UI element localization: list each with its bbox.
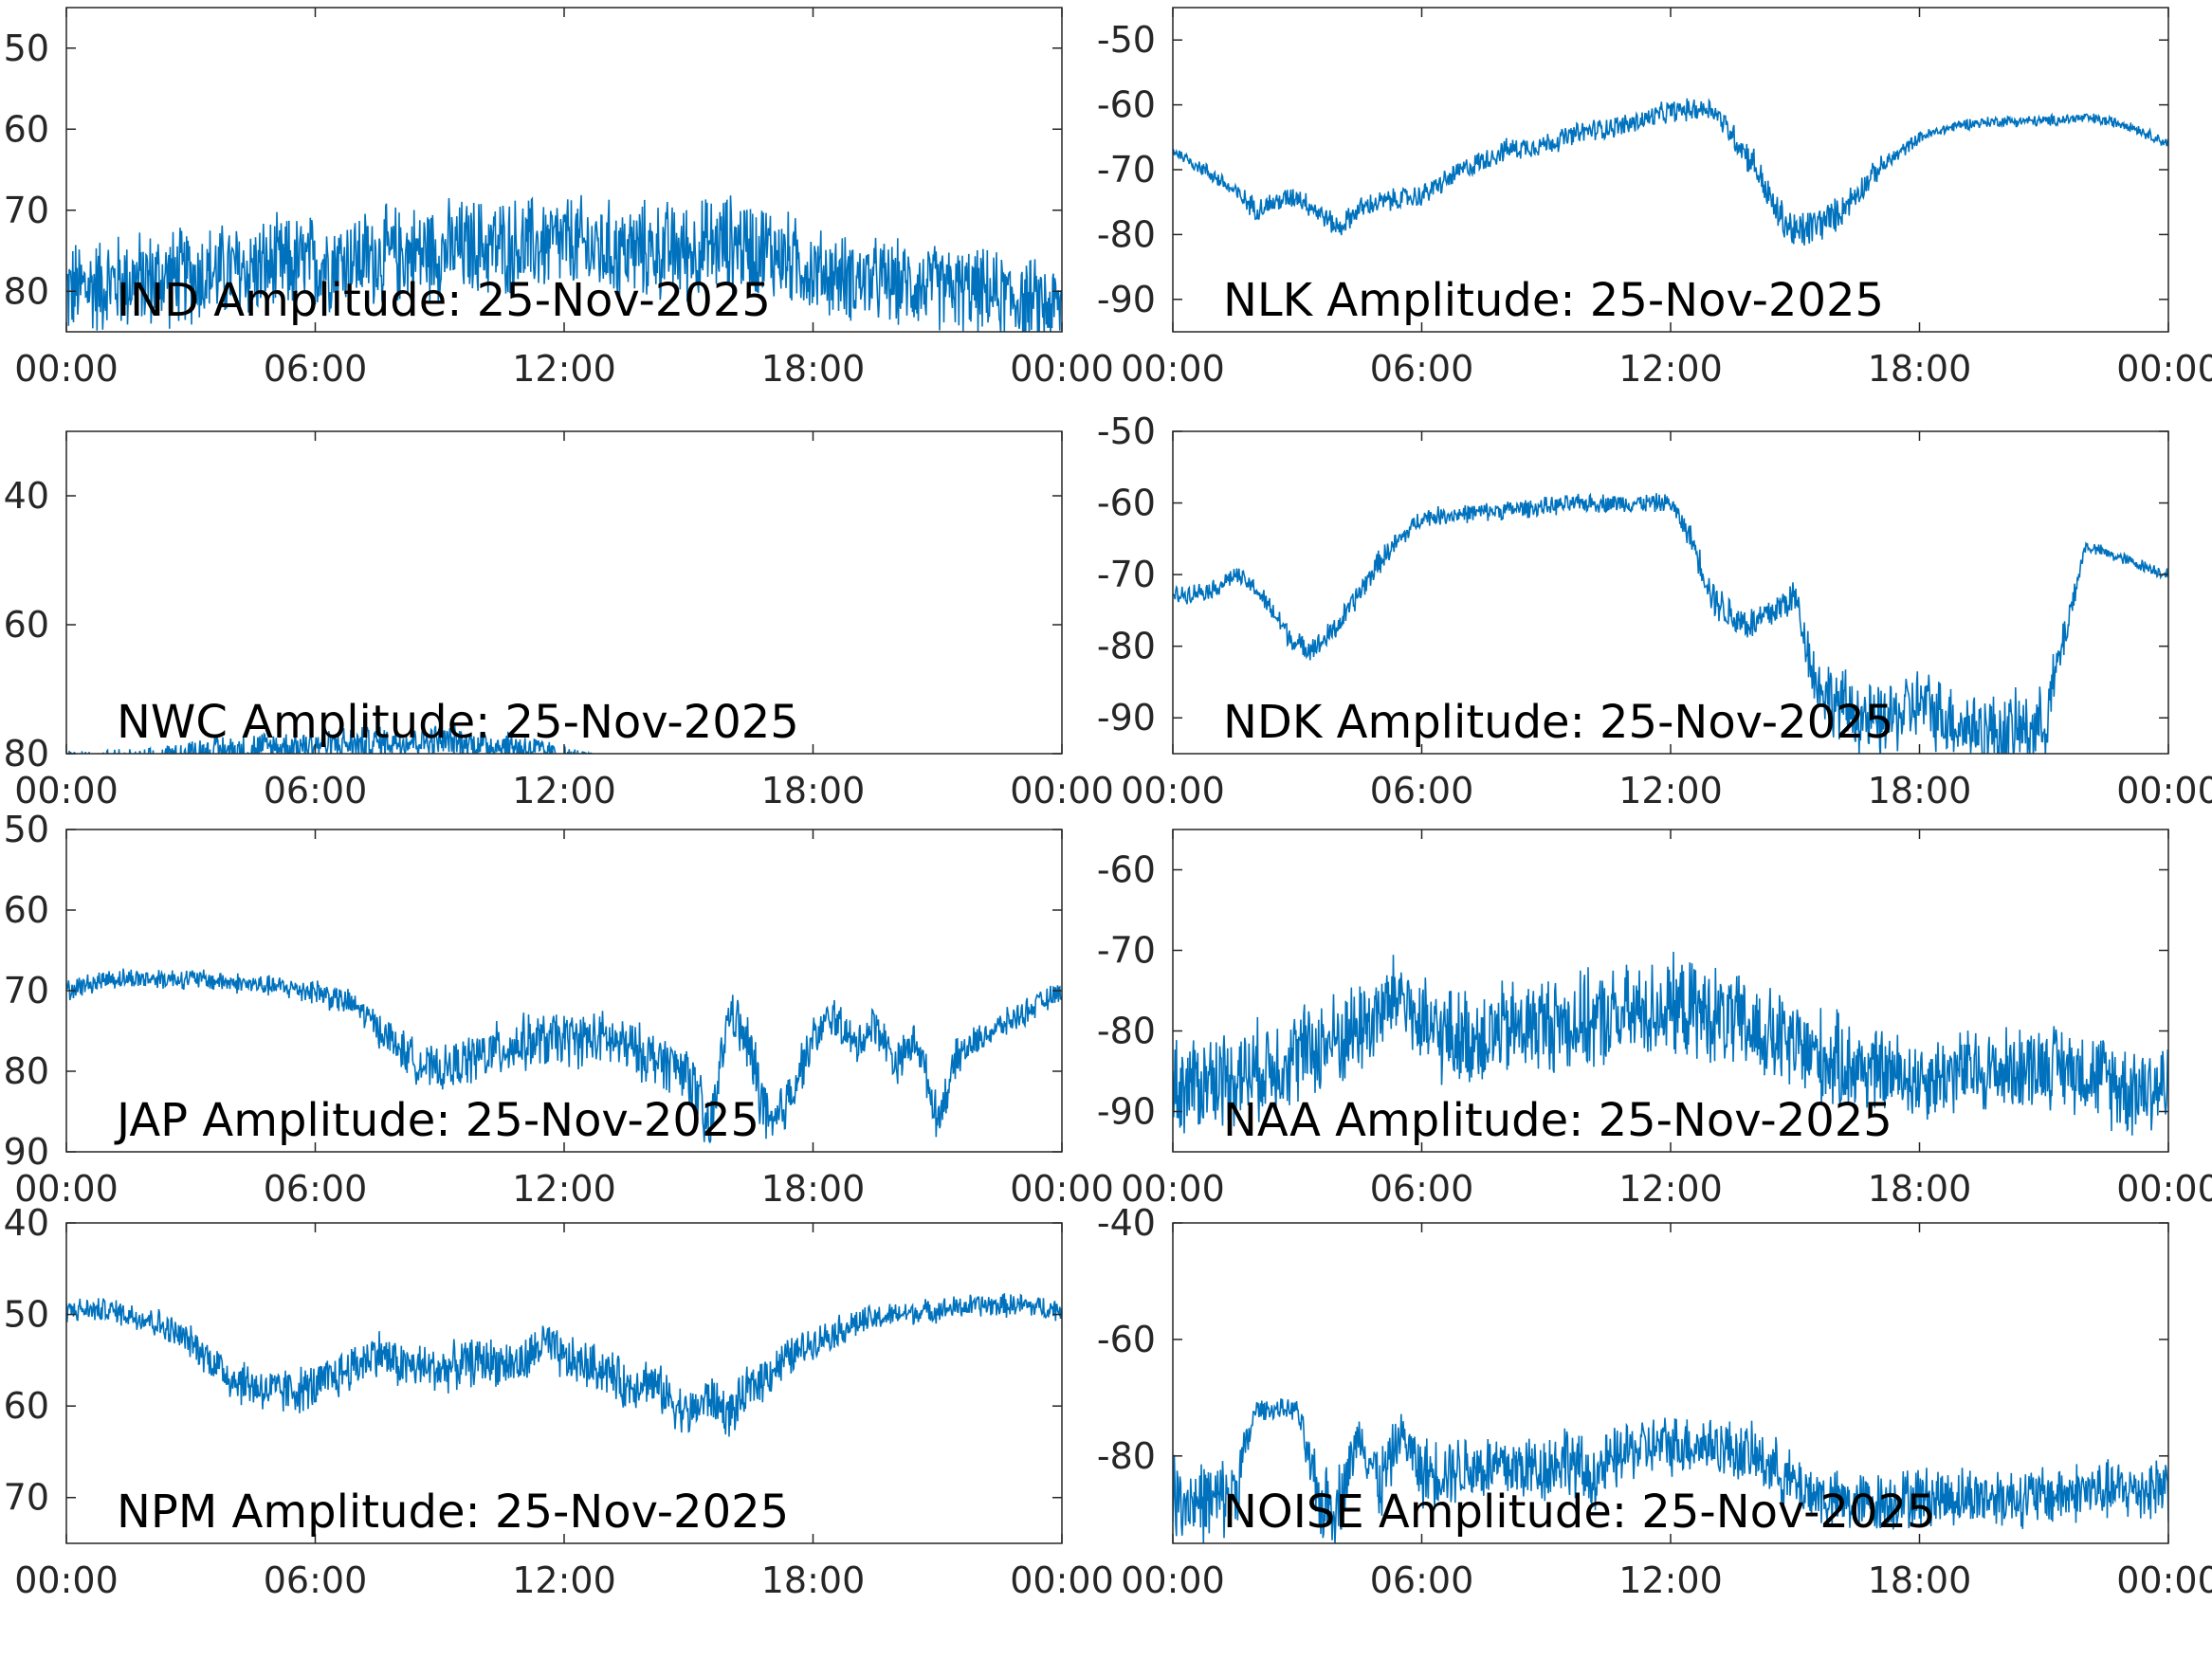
series-line	[1173, 98, 2168, 246]
x-tick-label: 00:00	[14, 770, 119, 811]
x-tick-label: 12:00	[1618, 1168, 1723, 1210]
y-tick-label: -40	[1097, 1202, 1156, 1244]
y-tick-label: 50	[4, 27, 49, 69]
panel-title: JAP Amplitude: 25-Nov-2025	[114, 1094, 759, 1147]
x-tick-label: 00:00	[1010, 1168, 1114, 1210]
panel-title: NOISE Amplitude: 25-Nov-2025	[1223, 1486, 1936, 1539]
y-tick-label: -60	[1097, 1319, 1156, 1360]
x-tick-label: 00:00	[1010, 1559, 1114, 1601]
x-tick-label: 12:00	[1618, 1559, 1723, 1601]
x-tick-label: 00:00	[14, 1168, 119, 1210]
y-tick-label: 40	[4, 1202, 49, 1244]
y-tick-label: -60	[1097, 849, 1156, 891]
x-tick-label: 18:00	[761, 770, 866, 811]
y-tick-label: -70	[1097, 930, 1156, 972]
series-line	[66, 194, 1062, 332]
x-tick-label: 00:00	[1010, 348, 1114, 390]
x-tick-label: 06:00	[1370, 1168, 1474, 1210]
x-tick-label: 18:00	[761, 1559, 866, 1601]
y-tick-label: -60	[1097, 483, 1156, 524]
y-tick-label: 60	[4, 889, 49, 931]
x-tick-label: 18:00	[761, 1168, 866, 1210]
y-tick-label: -90	[1097, 697, 1156, 738]
x-tick-label: 00:00	[2116, 770, 2212, 811]
panel-2: 00:00 06:00 12:00 18:00 00:00 -50 -60 -70 -80 -90…	[1097, 7, 2212, 390]
panel-title: NAA Amplitude: 25-Nov-2025	[1223, 1094, 1892, 1147]
x-tick-label: 00:00	[1121, 1168, 1225, 1210]
x-tick-label: 18:00	[1868, 348, 1972, 390]
series-line	[1173, 951, 2168, 1136]
x-tick-label: 12:00	[1618, 348, 1723, 390]
y-tick-label: -80	[1097, 626, 1156, 667]
y-tick-label: 50	[4, 1294, 49, 1336]
x-tick-label: 00:00	[2116, 348, 2212, 390]
x-tick-label: 18:00	[1868, 770, 1972, 811]
panel-7: 00:00 06:00 12:00 18:00 00:00 40 50 60 70 NPM Amp…	[4, 1202, 1114, 1601]
y-tick-label: -70	[1097, 149, 1156, 191]
series-line	[66, 968, 1062, 1144]
y-tick-label: 80	[4, 1050, 49, 1092]
x-tick-label: 06:00	[1370, 1559, 1474, 1601]
panel-title: NLK Amplitude: 25-Nov-2025	[1223, 274, 1884, 327]
x-tick-label: 06:00	[264, 770, 368, 811]
x-tick-label: 18:00	[1868, 1168, 1972, 1210]
panel-1: 00:00 06:00 12:00 18:00 00:00 50 60 70 80 IND Amp…	[4, 7, 1114, 390]
x-tick-label: 06:00	[264, 348, 368, 390]
panel-title: IND Amplitude: 25-Nov-2025	[117, 274, 771, 327]
y-tick-label: -80	[1097, 1435, 1156, 1477]
x-tick-label: 00:00	[2116, 1559, 2212, 1601]
y-tick-label: 80	[4, 270, 49, 312]
x-tick-label: 12:00	[512, 770, 616, 811]
x-tick-label: 06:00	[264, 1559, 368, 1601]
y-tick-label: 80	[4, 733, 49, 775]
y-tick-label: -80	[1097, 1011, 1156, 1052]
y-tick-label: -70	[1097, 554, 1156, 595]
panel-3: 00:00 06:00 12:00 18:00 00:00 40 60 80 NWC Ampli…	[4, 430, 1114, 811]
panel-title: NDK Amplitude: 25-Nov-2025	[1223, 696, 1893, 749]
panel-8: 00:00 06:00 12:00 18:00 00:00 -40 -60 -80 NOISE …	[1097, 1202, 2212, 1601]
y-tick-label: 60	[4, 1385, 49, 1427]
panel-5: 00:00 06:00 12:00 18:00 00:00 50 60 70 80 90 JAP A…	[4, 809, 1114, 1210]
x-tick-label: 18:00	[1868, 1559, 1972, 1601]
y-tick-label: 40	[4, 475, 49, 517]
x-tick-label: 06:00	[1370, 348, 1474, 390]
x-tick-label: 12:00	[512, 1168, 616, 1210]
series-line	[1173, 492, 2168, 754]
series-line	[66, 1293, 1062, 1437]
x-tick-label: 06:00	[1370, 770, 1474, 811]
panel-title: NWC Amplitude: 25-Nov-2025	[117, 696, 799, 749]
y-tick-label: 70	[4, 970, 49, 1012]
x-tick-label: 06:00	[264, 1168, 368, 1210]
x-tick-label: 12:00	[512, 348, 616, 390]
x-tick-label: 00:00	[1121, 770, 1225, 811]
panel-6: 00:00 06:00 12:00 18:00 00:00 -60 -70 -80 -90 NAA…	[1097, 829, 2212, 1210]
y-tick-label: -50	[1097, 19, 1156, 61]
x-tick-label: 12:00	[1618, 770, 1723, 811]
y-tick-label: -50	[1097, 410, 1156, 452]
panel-title: NPM Amplitude: 25-Nov-2025	[117, 1486, 789, 1539]
y-tick-label: 90	[4, 1131, 49, 1173]
x-tick-label: 00:00	[2116, 1168, 2212, 1210]
y-tick-label: -60	[1097, 84, 1156, 126]
y-tick-label: 60	[4, 604, 49, 646]
y-tick-label: -90	[1097, 1091, 1156, 1133]
x-tick-label: 00:00	[14, 1559, 119, 1601]
y-tick-label: 70	[4, 1477, 49, 1519]
y-tick-label: -90	[1097, 279, 1156, 320]
panel-4: 00:00 06:00 12:00 18:00 00:00 -50 -60 -70 -80 -90…	[1097, 410, 2212, 811]
series-line	[66, 724, 593, 754]
series-line	[1173, 1398, 2168, 1543]
y-tick-label: 70	[4, 190, 49, 231]
x-tick-label: 00:00	[1010, 770, 1114, 811]
x-tick-label: 00:00	[14, 348, 119, 390]
y-tick-label: -80	[1097, 213, 1156, 255]
x-tick-label: 12:00	[512, 1559, 616, 1601]
x-tick-label: 00:00	[1121, 348, 1225, 390]
x-tick-label: 18:00	[761, 348, 866, 390]
y-tick-label: 60	[4, 108, 49, 150]
y-tick-label: 50	[4, 809, 49, 850]
x-tick-label: 00:00	[1121, 1559, 1225, 1601]
